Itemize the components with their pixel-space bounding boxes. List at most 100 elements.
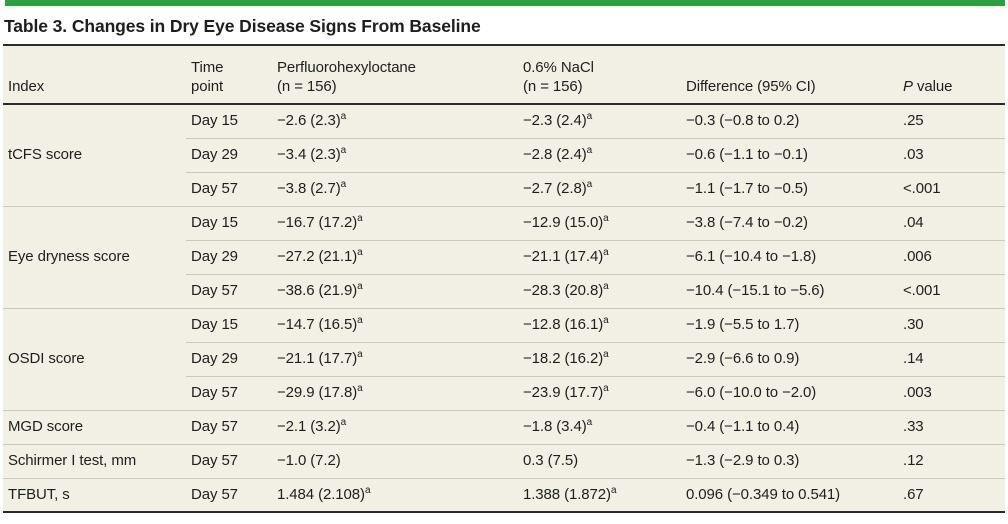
nacl-cell: −1.8 (3.4)a (518, 409, 681, 444)
index-cell: MGD score (3, 409, 186, 444)
table-row: TFBUT, s Day 57 1.484 (2.108)a 1.388 (1.872… (3, 477, 1005, 512)
table-row: Day 29 −3.4 (2.3)a −2.8 (2.4)a −0.6 (−1.1 t… (3, 137, 1005, 172)
nacl-cell: −21.1 (17.4)a (518, 239, 681, 274)
footnote-marker: a (357, 213, 363, 224)
table-row: Day 57 −3.8 (2.7)a −2.7 (2.8)a −1.1 (−1.7 t… (3, 171, 1005, 206)
drug-cell: −38.6 (21.9)a (272, 273, 518, 308)
diff-cell: −6.1 (−10.4 to −1.8) (681, 239, 898, 274)
time-cell: Day 29 (186, 239, 272, 274)
index-cell: Eye dryness score (3, 205, 186, 308)
p-cell: .67 (898, 477, 1005, 512)
table-row: Day 29 −27.2 (21.1)a −21.1 (17.4)a −6.1 (−1… (3, 239, 1005, 274)
footnote-marker: a (586, 179, 593, 190)
nacl-cell: 0.3 (7.5) (518, 443, 681, 478)
table-title: Table 3. Changes in Dry Eye Disease Sign… (3, 6, 1005, 46)
table-row: OSDI score Day 15 −14.7 (16.5)a −12.8 (16.1… (3, 307, 1005, 410)
footnote-marker: a (603, 349, 609, 360)
time-cell: Day 15 (186, 307, 272, 342)
p-cell: <.001 (898, 273, 1005, 308)
footnote-marker: a (357, 247, 363, 258)
column-header-time-point: Time point (186, 46, 272, 105)
time-cell: Day 29 (186, 137, 272, 172)
drug-cell: −29.9 (17.8)a (272, 375, 518, 410)
table-row: Eye dryness score Day 15 −16.7 (17.2)a −12.… (3, 205, 1005, 308)
diff-cell: −1.1 (−1.7 to −0.5) (681, 171, 898, 206)
diff-cell: −6.0 (−10.0 to −2.0) (681, 375, 898, 410)
diff-cell: −1.3 (−2.9 to 0.3) (681, 443, 898, 478)
time-cell: Day 57 (186, 375, 272, 410)
drug-cell: −3.4 (2.3)a (272, 137, 518, 172)
footnote-marker: a (340, 145, 347, 156)
time-cell: Day 57 (186, 477, 272, 512)
table-row: Day 57 −38.6 (21.9)a −28.3 (20.8)a −10.4 (−… (3, 273, 1005, 308)
footnote-marker: a (603, 247, 609, 258)
diff-cell: −1.9 (−5.5 to 1.7) (681, 307, 898, 342)
index-cell: Schirmer I test, mm (3, 443, 186, 478)
footnote-marker: a (357, 349, 363, 360)
diff-cell: 0.096 (−0.349 to 0.541) (681, 477, 898, 512)
p-cell: .006 (898, 239, 1005, 274)
footnote-marker: a (357, 281, 363, 292)
footnote-marker: a (586, 145, 593, 156)
p-value-header-italic: P (903, 78, 913, 95)
time-cell: Day 15 (191, 112, 238, 130)
p-cell: .03 (898, 137, 1005, 172)
footnote-marker: a (603, 281, 609, 292)
nacl-cell: −2.7 (2.8)a (518, 171, 681, 206)
table-row: Day 57 −29.9 (17.8)a −23.9 (17.7)a −6.0 (−1… (3, 375, 1005, 410)
footnote-marker: a (357, 315, 363, 326)
time-cell: Day 29 (186, 341, 272, 376)
diff-cell: −10.4 (−15.1 to −5.6) (681, 273, 898, 308)
nacl-cell: −2.3 (2.4)a (523, 111, 593, 130)
drug-cell: −16.7 (17.2)a (272, 205, 518, 240)
p-cell: .33 (898, 409, 1005, 444)
time-cell: Day 57 (186, 171, 272, 206)
nacl-cell: −23.9 (17.7)a (518, 375, 681, 410)
drug-cell: −14.7 (16.5)a (272, 307, 518, 342)
diff-cell: −3.8 (−7.4 to −0.2) (681, 205, 898, 240)
footnote-marker: a (603, 383, 609, 394)
diff-cell: −0.3 (−0.8 to 0.2) (686, 112, 800, 130)
p-cell: .14 (898, 341, 1005, 376)
footnote-marker: a (586, 111, 593, 123)
column-header-perfluorohexyloctane: Perfluorohexyloctane (n = 156) (272, 46, 518, 105)
drug-cell: −2.1 (3.2)a (272, 409, 518, 444)
index-cell: TFBUT, s (3, 477, 186, 512)
time-cell: Day 57 (186, 443, 272, 478)
table-accent-bar (5, 0, 1005, 6)
footnote-marker: a (340, 111, 347, 123)
footnote-marker: a (603, 315, 609, 326)
data-table: Index Time point Perfluorohexyloctane (n… (3, 46, 1005, 513)
nacl-cell: −2.8 (2.4)a (518, 137, 681, 172)
column-header-index: Index (3, 46, 186, 105)
p-cell: .12 (898, 443, 1005, 478)
drug-cell: −1.0 (7.2) (272, 443, 518, 478)
footnote-marker: a (586, 417, 593, 428)
header-row: Index Time point Perfluorohexyloctane (n… (3, 46, 1005, 105)
nacl-cell: 1.388 (1.872)a (518, 477, 681, 512)
footnote-marker: a (610, 484, 617, 496)
footnote-marker: a (603, 213, 609, 224)
column-header-nacl: 0.6% NaCl (n = 156) (518, 46, 681, 105)
table-row: tCFS score Day 15 −2.6 (2.3)a −2.3 (2.4)a −0… (3, 104, 1005, 164)
table-title-text: Table 3. Changes in Dry Eye Disease Sign… (4, 16, 481, 36)
drug-cell: −2.6 (2.3)a (277, 111, 347, 130)
diff-cell: −0.4 (−1.1 to 0.4) (681, 409, 898, 444)
p-value-header-rest: value (916, 78, 953, 95)
nacl-cell: −18.2 (16.2)a (518, 341, 681, 376)
table-row: Day 29 −21.1 (17.7)a −18.2 (16.2)a −2.9 (−6… (3, 341, 1005, 376)
table-row: MGD score Day 57 −2.1 (3.2)a −1.8 (3.4)a −0.… (3, 409, 1005, 444)
column-header-p-value: P value (898, 46, 1005, 105)
p-cell: .30 (898, 307, 1005, 342)
p-cell: <.001 (898, 171, 1005, 206)
nacl-cell: −12.8 (16.1)a (518, 307, 681, 342)
p-cell: .25 (903, 112, 924, 130)
drug-cell: −27.2 (21.1)a (272, 239, 518, 274)
index-cell: tCFS score (8, 146, 83, 164)
p-cell: .04 (898, 205, 1005, 240)
table-row: Schirmer I test, mm Day 57 −1.0 (7.2) 0.3 (… (3, 443, 1005, 478)
table-body: tCFS score Day 15 −2.6 (2.3)a −2.3 (2.4)a −0… (3, 104, 1005, 512)
table-header: Index Time point Perfluorohexyloctane (n… (3, 46, 1005, 105)
column-header-difference: Difference (95% CI) (681, 46, 898, 105)
